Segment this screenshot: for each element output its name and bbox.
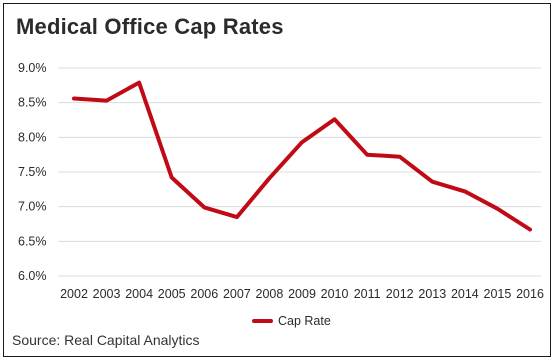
x-tick-label: 2007	[223, 287, 251, 301]
x-tick-label: 2016	[516, 287, 544, 301]
x-tick-label: 2011	[354, 287, 381, 301]
series-line	[72, 80, 532, 232]
x-tick-label: 2014	[451, 287, 479, 301]
y-tick-label: 9.0%	[18, 61, 47, 75]
x-tick-label: 2013	[418, 287, 446, 301]
y-tick-label: 8.5%	[18, 96, 47, 110]
y-tick-label: 7.0%	[18, 200, 47, 214]
chart-frame	[3, 3, 551, 357]
y-tick-label: 7.5%	[18, 165, 47, 179]
x-tick-label: 2005	[158, 287, 186, 301]
legend: Cap Rate	[252, 314, 331, 328]
source-note: Source: Real Capital Analytics	[12, 332, 200, 348]
x-tick-label: 2002	[60, 287, 88, 301]
y-axis-ticks: 9.0% 8.5% 8.0% 7.5% 7.0% 6.5% 6.0%	[18, 61, 47, 283]
x-tick-label: 2006	[190, 287, 218, 301]
legend-label: Cap Rate	[278, 314, 331, 328]
x-tick-label: 2004	[125, 287, 153, 301]
y-tick-label: 6.5%	[18, 234, 47, 248]
chart-title: Medical Office Cap Rates	[16, 14, 284, 39]
x-tick-label: 2008	[256, 287, 284, 301]
x-tick-label: 2010	[321, 287, 349, 301]
y-tick-label: 6.0%	[18, 269, 47, 283]
y-tick-label: 8.0%	[18, 130, 47, 144]
grid-lines	[58, 67, 541, 277]
x-tick-label: 2003	[93, 287, 121, 301]
x-tick-label: 2012	[386, 287, 414, 301]
x-tick-label: 2015	[484, 287, 512, 301]
series-group	[72, 80, 532, 232]
x-axis-ticks: 2002 2003 2004 2005 2006 2007 2008 2009 2010 2011…	[60, 287, 544, 301]
x-tick-label: 2009	[288, 287, 316, 301]
